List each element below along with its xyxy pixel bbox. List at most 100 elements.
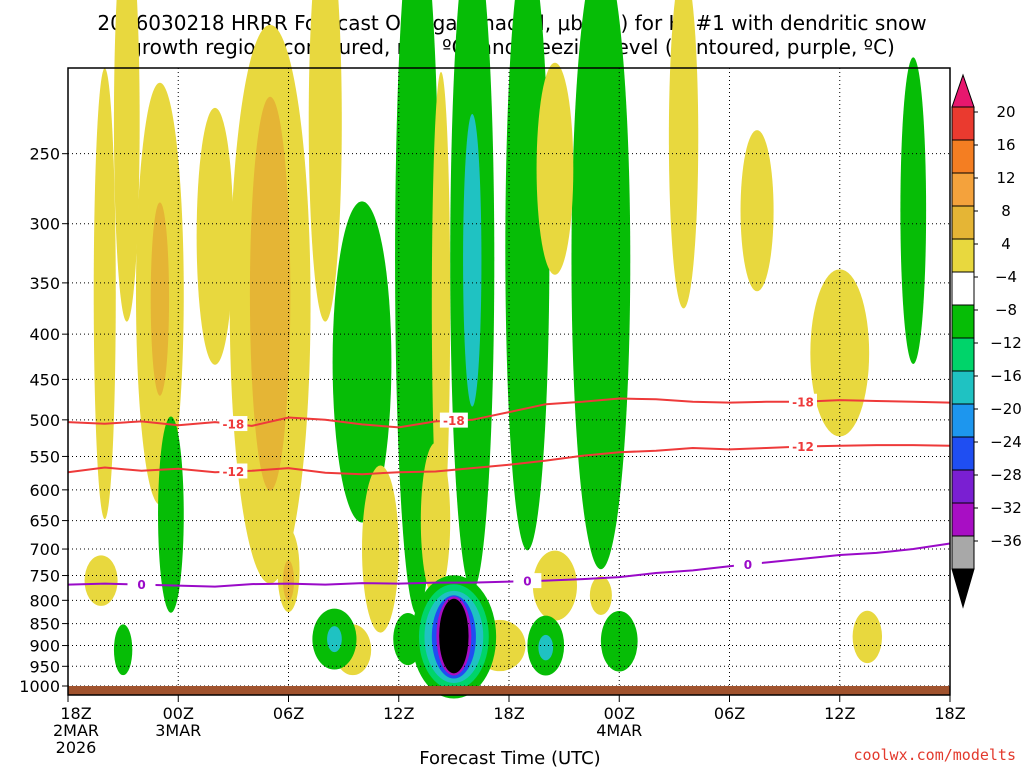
colorbar-bottom-arrow bbox=[951, 568, 975, 609]
colorbar-label-10: −24 bbox=[990, 433, 1022, 451]
omega-area-8 bbox=[332, 201, 392, 523]
contour-label-bg-2-0 bbox=[127, 576, 156, 592]
y-tick-label-350: 350 bbox=[29, 274, 60, 293]
omega-area-14 bbox=[571, 0, 631, 570]
colorbar-label-11: −28 bbox=[990, 466, 1022, 484]
colorbar-label-0: 20 bbox=[996, 103, 1015, 121]
x-tick-label-6-1: 06Z bbox=[714, 704, 745, 723]
contour-label-1-0: -12 bbox=[223, 465, 245, 479]
colorbar-segment-4 bbox=[951, 205, 975, 240]
colorbar-segment-5 bbox=[951, 238, 975, 273]
omega-area-43 bbox=[439, 598, 469, 674]
contour-label-bg-2-1 bbox=[513, 573, 542, 589]
contour-label-0-0: -18 bbox=[223, 418, 245, 432]
x-tick-label-1-2: 3MAR bbox=[155, 721, 201, 740]
omega-area-0 bbox=[93, 68, 116, 520]
colorbar-label-4: 4 bbox=[1001, 235, 1011, 253]
y-tick-label-250: 250 bbox=[29, 145, 60, 164]
omega-area-3 bbox=[150, 202, 170, 396]
colorbar-label-8: −16 bbox=[990, 367, 1022, 385]
y-tick-label-800: 800 bbox=[29, 591, 60, 610]
x-tick-label-3-1: 12Z bbox=[383, 704, 414, 723]
y-tick-label-400: 400 bbox=[29, 325, 60, 344]
colorbar-segment-2 bbox=[951, 139, 975, 174]
omega-area-17 bbox=[740, 130, 774, 292]
colorbar-segment-3 bbox=[951, 172, 975, 207]
omega-area-7 bbox=[308, 0, 342, 322]
x-tick-label-8-1: 18Z bbox=[934, 704, 965, 723]
colorbar-label-6: −8 bbox=[995, 301, 1017, 319]
colorbar-segment-13 bbox=[951, 502, 975, 537]
omega-area-21 bbox=[84, 555, 118, 606]
x-tick-label-2-1: 06Z bbox=[273, 704, 304, 723]
contour-label-0-1: -18 bbox=[443, 414, 465, 428]
omega-area-16 bbox=[668, 0, 699, 309]
colorbar-label-12: −32 bbox=[990, 499, 1022, 517]
y-tick-label-950: 950 bbox=[29, 657, 60, 676]
omega-area-19 bbox=[900, 57, 927, 364]
colorbar-segment-9 bbox=[951, 370, 975, 405]
colorbar-segment-11 bbox=[951, 436, 975, 471]
contour-label-bg-0-0 bbox=[219, 416, 248, 432]
omega-area-26 bbox=[532, 550, 577, 621]
omega-area-28 bbox=[852, 610, 883, 664]
colorbar-segment-1 bbox=[951, 106, 975, 141]
y-tick-label-500: 500 bbox=[29, 411, 60, 430]
y-tick-label-450: 450 bbox=[29, 370, 60, 389]
x-axis-title: Forecast Time (UTC) bbox=[419, 748, 600, 768]
y-tick-label-850: 850 bbox=[29, 615, 60, 634]
omega-area-6 bbox=[249, 96, 291, 491]
colorbar-label-13: −36 bbox=[990, 532, 1022, 550]
y-tick-label-300: 300 bbox=[29, 215, 60, 234]
colorbar-label-7: −12 bbox=[990, 334, 1022, 352]
x-tick-label-5-1: 00Z bbox=[604, 704, 635, 723]
contour-label-bg-0-1 bbox=[439, 412, 468, 428]
omega-area-36 bbox=[600, 610, 638, 672]
y-axis-pressure-ticks: 250 300 350 400 450 500 550 600 650 700 750 800 850 9… bbox=[19, 145, 68, 696]
colorbar-segment-6 bbox=[951, 271, 975, 306]
omega-area-37 bbox=[113, 624, 133, 676]
y-tick-label-900: 900 bbox=[29, 637, 60, 656]
omega-area-4 bbox=[196, 107, 234, 365]
y-tick-label-650: 650 bbox=[29, 512, 60, 531]
x-tick-label-4-1: 18Z bbox=[493, 704, 524, 723]
colorbar-segment-14 bbox=[951, 535, 975, 570]
omega-area-1 bbox=[113, 0, 140, 322]
y-tick-label-600: 600 bbox=[29, 481, 60, 500]
contour-label-2-0: 0 bbox=[137, 578, 145, 592]
plot-area: -18 -18 -18 -12 -12 0 0 0 bbox=[67, 0, 951, 699]
omega-area-27 bbox=[589, 576, 612, 615]
x-tick-label-1-1: 00Z bbox=[163, 704, 194, 723]
x-tick-label-7-1: 12Z bbox=[824, 704, 855, 723]
omega-area-15 bbox=[536, 62, 574, 275]
omega-area-12 bbox=[463, 113, 482, 407]
colorbar-segment-12 bbox=[951, 469, 975, 504]
contour-label-0-2: -18 bbox=[792, 395, 814, 409]
contour-line-2 bbox=[67, 542, 951, 588]
colorbar-label-1: 16 bbox=[996, 136, 1015, 154]
contour-label-bg-0-2 bbox=[789, 393, 817, 409]
temperature-contours: -18 -18 -18 -12 -12 0 0 0 bbox=[67, 393, 951, 592]
colorbar-top-arrow bbox=[951, 73, 975, 108]
ground-surface-bar bbox=[68, 686, 950, 695]
y-tick-label-550: 550 bbox=[29, 447, 60, 466]
colorbar-segment-10 bbox=[951, 403, 975, 438]
colorbar-label-5: −4 bbox=[995, 268, 1017, 286]
y-tick-label-700: 700 bbox=[29, 540, 60, 559]
y-tick-label-1000: 1000 bbox=[19, 677, 60, 696]
x-tick-label-0-2: 2MAR bbox=[53, 721, 99, 740]
omega-area-32 bbox=[327, 626, 342, 653]
credit-text: coolwx.com/modelts bbox=[853, 746, 1016, 764]
colorbar-label-2: 12 bbox=[996, 169, 1015, 187]
omega-area-20 bbox=[158, 416, 184, 613]
contour-label-bg-1-0 bbox=[219, 463, 248, 479]
x-tick-label-0-1: 18Z bbox=[60, 704, 91, 723]
omega-area-25 bbox=[420, 442, 451, 599]
colorbar-segment-8 bbox=[951, 337, 975, 372]
colorbar-label-9: −20 bbox=[990, 400, 1022, 418]
contour-label-1-1: -12 bbox=[792, 440, 814, 454]
omega-area-35 bbox=[538, 634, 554, 661]
contour-label-bg-2-2 bbox=[733, 556, 762, 572]
